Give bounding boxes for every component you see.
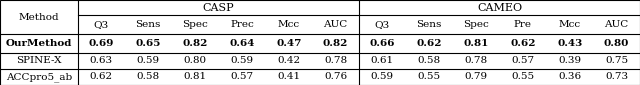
Text: Method: Method — [19, 12, 60, 22]
Text: 0.61: 0.61 — [371, 56, 394, 65]
Text: 0.55: 0.55 — [418, 72, 441, 81]
Text: 0.64: 0.64 — [229, 39, 255, 48]
Text: 0.62: 0.62 — [510, 39, 536, 48]
Text: 0.75: 0.75 — [605, 56, 628, 65]
Text: Spec: Spec — [463, 20, 489, 29]
Text: 0.81: 0.81 — [463, 39, 489, 48]
Text: 0.65: 0.65 — [136, 39, 161, 48]
Text: Mcc: Mcc — [559, 20, 581, 29]
Text: 0.82: 0.82 — [182, 39, 208, 48]
Text: 0.47: 0.47 — [276, 39, 301, 48]
Text: 0.80: 0.80 — [184, 56, 207, 65]
Text: 0.73: 0.73 — [605, 72, 628, 81]
Text: 0.39: 0.39 — [558, 56, 581, 65]
Text: 0.57: 0.57 — [230, 72, 253, 81]
Text: AUC: AUC — [604, 20, 628, 29]
Text: Spec: Spec — [182, 20, 208, 29]
Text: 0.63: 0.63 — [90, 56, 113, 65]
Text: OurMethod: OurMethod — [6, 39, 72, 48]
Text: 0.41: 0.41 — [277, 72, 300, 81]
Text: Pre: Pre — [514, 20, 532, 29]
Text: 0.78: 0.78 — [465, 56, 488, 65]
Text: 0.76: 0.76 — [324, 72, 347, 81]
Text: 0.78: 0.78 — [324, 56, 347, 65]
Text: Q3: Q3 — [94, 20, 109, 29]
Text: 0.82: 0.82 — [323, 39, 348, 48]
Text: Mcc: Mcc — [278, 20, 300, 29]
Text: CAMEO: CAMEO — [477, 3, 522, 13]
Text: 0.36: 0.36 — [558, 72, 581, 81]
Text: 0.62: 0.62 — [90, 72, 113, 81]
Text: SPINE-X: SPINE-X — [16, 56, 61, 65]
Text: 0.66: 0.66 — [370, 39, 395, 48]
Text: Prec: Prec — [230, 20, 254, 29]
Text: 0.79: 0.79 — [465, 72, 488, 81]
Text: 0.43: 0.43 — [557, 39, 582, 48]
Text: 0.69: 0.69 — [89, 39, 114, 48]
Text: CASP: CASP — [203, 3, 234, 13]
Text: ACCpro5_ab: ACCpro5_ab — [6, 72, 72, 82]
Text: 0.59: 0.59 — [371, 72, 394, 81]
Text: Sens: Sens — [417, 20, 442, 29]
Text: 0.62: 0.62 — [417, 39, 442, 48]
Text: AUC: AUC — [323, 20, 348, 29]
Text: 0.42: 0.42 — [277, 56, 300, 65]
Text: Q3: Q3 — [375, 20, 390, 29]
Text: 0.59: 0.59 — [230, 56, 253, 65]
Text: 0.57: 0.57 — [511, 56, 534, 65]
Text: 0.81: 0.81 — [184, 72, 207, 81]
Text: 0.55: 0.55 — [511, 72, 534, 81]
Text: 0.58: 0.58 — [418, 56, 441, 65]
Text: 0.58: 0.58 — [137, 72, 160, 81]
Text: 0.80: 0.80 — [604, 39, 629, 48]
Text: 0.59: 0.59 — [137, 56, 160, 65]
Text: Sens: Sens — [136, 20, 161, 29]
